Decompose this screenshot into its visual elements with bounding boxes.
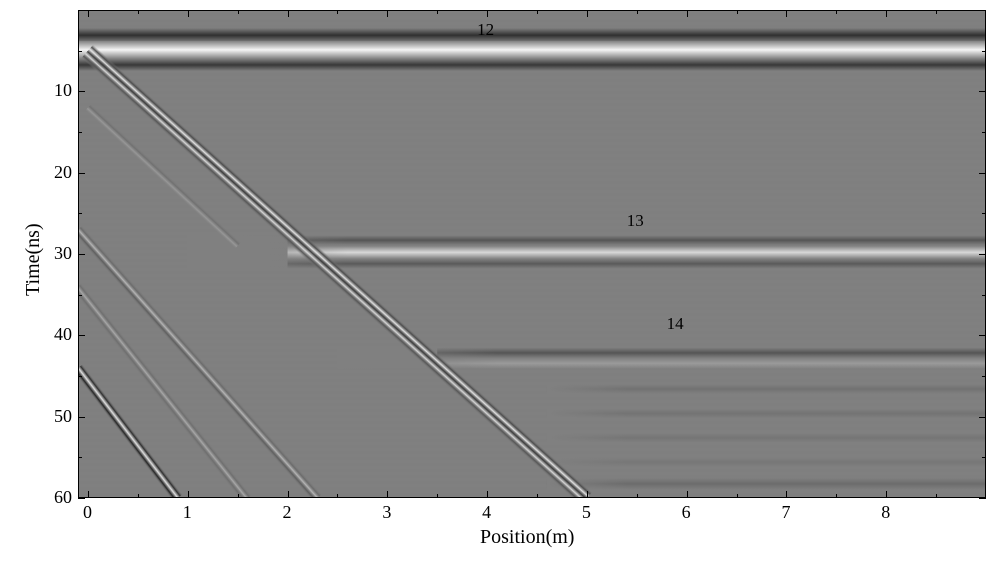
x-tick-label: 8 — [881, 502, 890, 523]
x-tick — [337, 494, 338, 498]
y-tick — [78, 335, 85, 336]
x-tick-top — [487, 10, 488, 17]
x-tick — [737, 494, 738, 498]
x-tick — [238, 494, 239, 498]
x-tick-top — [337, 10, 338, 14]
x-tick-top — [437, 10, 438, 14]
y-tick-label: 30 — [54, 243, 72, 264]
y-tick-right — [979, 173, 986, 174]
y-tick — [78, 173, 85, 174]
y-tick — [78, 295, 82, 296]
y-tick — [78, 417, 85, 418]
y-tick-right — [979, 498, 986, 499]
x-tick-top — [537, 10, 538, 14]
x-tick-top — [886, 10, 887, 17]
x-tick-top — [637, 10, 638, 14]
annotations-layer: 12 13 14 — [78, 10, 986, 498]
x-tick-top — [138, 10, 139, 14]
x-tick-top — [687, 10, 688, 17]
x-tick-top — [188, 10, 189, 17]
x-tick — [437, 494, 438, 498]
x-tick-label: 4 — [482, 502, 491, 523]
y-tick-label: 20 — [54, 162, 72, 183]
y-tick-right — [979, 417, 986, 418]
y-tick — [78, 254, 85, 255]
x-tick — [886, 491, 887, 498]
x-tick-label: 1 — [183, 502, 192, 523]
x-tick — [587, 491, 588, 498]
x-tick-top — [387, 10, 388, 17]
x-tick-top — [786, 10, 787, 17]
x-tick-top — [288, 10, 289, 17]
y-tick-right — [982, 457, 986, 458]
x-tick-label: 0 — [83, 502, 92, 523]
y-tick — [78, 91, 85, 92]
x-tick — [687, 491, 688, 498]
x-tick — [188, 491, 189, 498]
x-tick-label: 6 — [682, 502, 691, 523]
x-tick-top — [936, 10, 937, 14]
x-tick-top — [88, 10, 89, 17]
y-tick — [78, 376, 82, 377]
y-tick-right — [982, 213, 986, 214]
y-tick — [78, 51, 82, 52]
y-tick-right — [982, 376, 986, 377]
y-tick-right — [982, 51, 986, 52]
x-tick — [88, 491, 89, 498]
y-tick-label: 10 — [54, 80, 72, 101]
y-tick-label: 40 — [54, 324, 72, 345]
y-tick — [78, 457, 82, 458]
x-tick — [936, 494, 937, 498]
x-tick — [288, 491, 289, 498]
annotation-label-14: 14 — [667, 314, 684, 334]
y-tick-right — [982, 295, 986, 296]
x-tick-label: 7 — [781, 502, 790, 523]
y-tick-right — [982, 132, 986, 133]
x-tick-label: 2 — [283, 502, 292, 523]
radargram-chart: 121314 012345678102030405060 Time(ns) Po… — [0, 0, 1000, 562]
plot-area: 12 13 14 — [78, 10, 986, 498]
y-tick-right — [979, 254, 986, 255]
x-tick-top — [737, 10, 738, 14]
x-tick — [637, 494, 638, 498]
y-tick — [78, 132, 82, 133]
x-tick — [836, 494, 837, 498]
y-tick-label: 50 — [54, 406, 72, 427]
x-tick-label: 5 — [582, 502, 591, 523]
y-tick — [78, 498, 85, 499]
x-tick — [138, 494, 139, 498]
x-tick — [487, 491, 488, 498]
x-tick — [537, 494, 538, 498]
y-tick-right — [979, 335, 986, 336]
y-axis-label: Time(ns) — [22, 223, 45, 296]
y-tick — [78, 213, 82, 214]
x-tick — [786, 491, 787, 498]
x-tick-top — [238, 10, 239, 14]
x-tick-top — [587, 10, 588, 17]
x-tick-top — [836, 10, 837, 14]
y-tick-right — [979, 91, 986, 92]
annotation-label-13: 13 — [627, 211, 644, 231]
y-tick-label: 60 — [54, 487, 72, 508]
x-axis-label: Position(m) — [480, 526, 574, 549]
x-tick — [387, 491, 388, 498]
x-tick-label: 3 — [382, 502, 391, 523]
annotation-label-12: 12 — [477, 20, 494, 40]
